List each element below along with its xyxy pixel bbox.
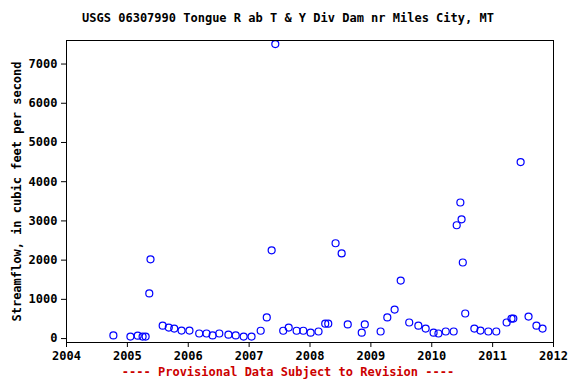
svg-text:2011: 2011 xyxy=(478,349,507,363)
svg-text:Streamflow, in cubic feet per: Streamflow, in cubic feet per second xyxy=(10,61,24,321)
svg-text:2000: 2000 xyxy=(29,253,58,267)
html-text:---- Provisional Data Subject: ---- Provisional Data Subject to Revisio… xyxy=(121,365,455,379)
svg-text:2010: 2010 xyxy=(417,349,446,363)
svg-text:2004: 2004 xyxy=(52,349,81,363)
svg-text:2005: 2005 xyxy=(113,349,142,363)
svg-text:2008: 2008 xyxy=(296,349,325,363)
svg-text:2007: 2007 xyxy=(235,349,264,363)
svg-text:3000: 3000 xyxy=(29,214,58,228)
svg-text:7000: 7000 xyxy=(29,57,58,71)
svg-text:2009: 2009 xyxy=(356,349,385,363)
svg-text:2012: 2012 xyxy=(539,349,568,363)
svg-text:1000: 1000 xyxy=(29,292,58,306)
svg-text:5000: 5000 xyxy=(29,135,58,149)
svg-text:2006: 2006 xyxy=(174,349,203,363)
html-text:USGS 06307990 Tongue R ab T &: USGS 06307990 Tongue R ab T & Y Div Dam … xyxy=(82,11,494,25)
svg-text:4000: 4000 xyxy=(29,175,58,189)
svg-text:6000: 6000 xyxy=(29,96,58,110)
svg-text:0: 0 xyxy=(50,331,57,345)
